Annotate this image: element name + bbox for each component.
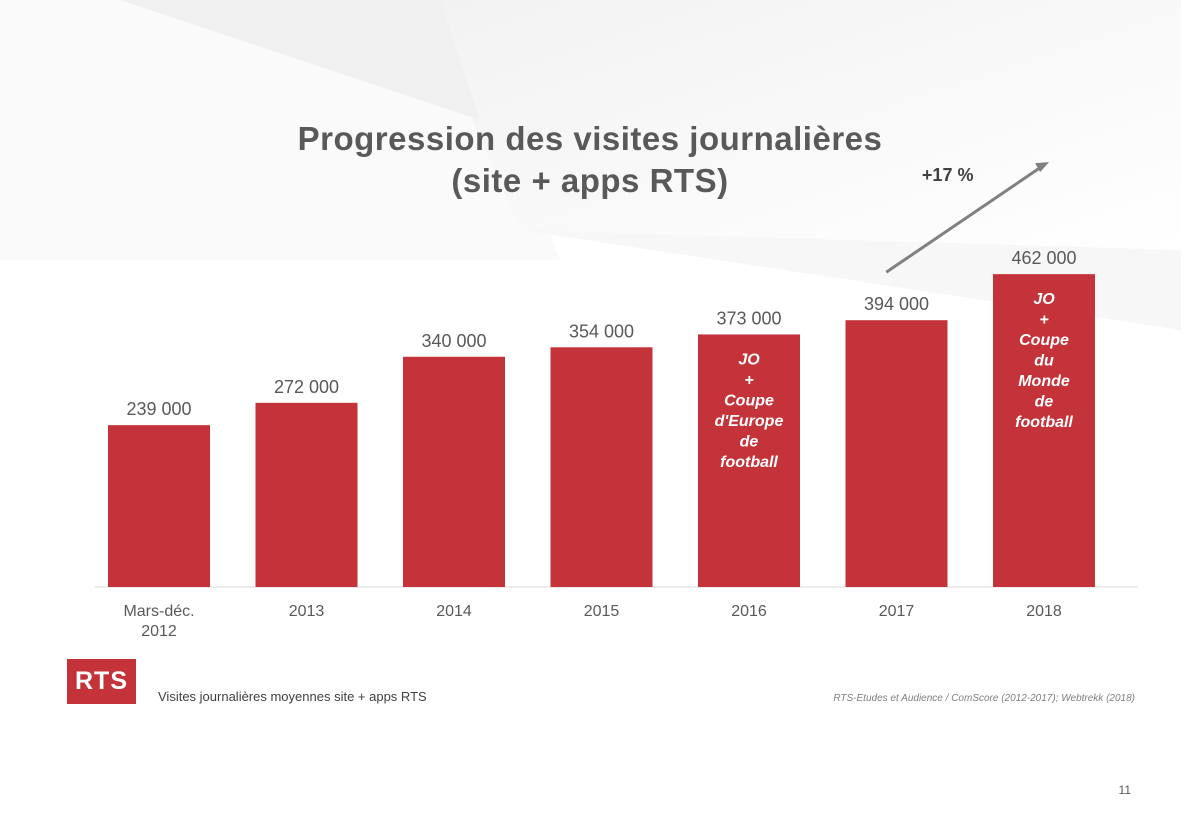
bar-note-6-4: Monde	[1018, 373, 1070, 390]
growth-arrow-line	[885, 164, 1044, 274]
bar-2	[403, 356, 505, 587]
value-label-0: 239 000	[126, 399, 191, 419]
x-tick-label-0-0: Mars-déc.	[123, 603, 194, 620]
bar-note-6-2: Coupe	[1019, 332, 1069, 349]
bar-note-6-0: JO	[1033, 291, 1055, 308]
rts-logo: RTS	[67, 659, 136, 704]
bar-note-4-4: de	[740, 433, 759, 450]
bar-5	[845, 320, 948, 587]
growth-label: +17 %	[922, 165, 974, 185]
source-note: RTS-Etudes et Audience / ComScore (2012-…	[833, 693, 1135, 704]
x-tick-label-1-0: 2013	[289, 603, 325, 620]
bar-4	[698, 334, 800, 587]
bar-note-4-1: +	[744, 372, 753, 389]
bar-note-6-5: de	[1035, 394, 1054, 411]
bar-note-6-6: football	[1015, 414, 1073, 431]
page-number: 11	[1118, 783, 1131, 797]
slide-title: Progression des visites journalières (si…	[190, 118, 990, 202]
bar-note-6-1: +	[1039, 312, 1048, 329]
value-label-1: 272 000	[274, 377, 339, 397]
x-tick-label-5-0: 2017	[879, 603, 915, 620]
bar-note-4-2: Coupe	[724, 392, 774, 409]
value-label-2: 340 000	[421, 331, 486, 351]
bar-note-6-3: du	[1034, 353, 1054, 370]
x-tick-label-2-0: 2014	[436, 603, 472, 620]
title-line-1: Progression des visites journalières	[297, 120, 883, 157]
x-tick-label-3-0: 2015	[584, 603, 620, 620]
bar-1	[255, 402, 358, 587]
bar-3	[550, 347, 653, 587]
value-label-6: 462 000	[1011, 248, 1076, 268]
value-label-4: 373 000	[716, 308, 781, 328]
bar-note-4-5: football	[720, 454, 778, 471]
value-label-5: 394 000	[864, 294, 929, 314]
title-line-2: (site + apps RTS)	[451, 162, 729, 199]
bar-6	[993, 274, 1095, 587]
bar-note-4-0: JO	[738, 351, 760, 368]
bar-note-4-3: d'Europe	[715, 413, 784, 430]
x-tick-label-4-0: 2016	[731, 603, 767, 620]
x-tick-label-6-0: 2018	[1026, 603, 1062, 620]
value-label-3: 354 000	[569, 321, 634, 341]
chart-caption: Visites journalières moyennes site + app…	[158, 689, 427, 704]
bar-0	[108, 425, 210, 587]
growth-arrow-head	[1035, 162, 1050, 173]
x-tick-label-0-1: 2012	[141, 623, 177, 640]
